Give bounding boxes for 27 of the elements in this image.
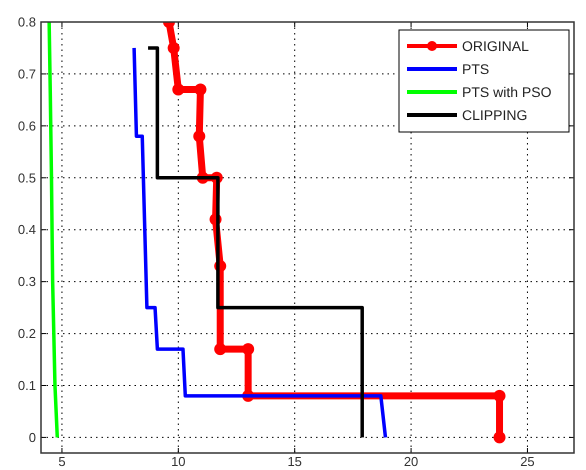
y-tick-label: 0.8 <box>18 14 36 30</box>
y-tick-label: 0.4 <box>18 222 36 238</box>
legend-label: PTS <box>462 61 490 77</box>
y-tick-label: 0.3 <box>18 274 36 290</box>
legend-label: CLIPPING <box>462 107 528 123</box>
point <box>172 84 184 96</box>
y-tick-label: 0 <box>28 430 36 445</box>
point <box>494 390 506 402</box>
point <box>242 343 254 356</box>
point <box>193 130 206 142</box>
y-tick-label: 0.1 <box>18 378 36 393</box>
y-tick-label: 0.6 <box>18 118 36 134</box>
line-series <box>47 22 60 440</box>
y-tick-label: 0.5 <box>18 170 36 186</box>
x-tick-label: 25 <box>520 454 535 469</box>
point <box>168 42 180 54</box>
x-tick-label: 15 <box>287 454 302 469</box>
legend-label: PTS with PSO <box>462 84 552 100</box>
point <box>194 84 206 96</box>
legend-label: ORIGINAL <box>462 38 530 54</box>
y-tick-label: 0.7 <box>18 66 36 82</box>
x-tick-label: 10 <box>171 454 186 469</box>
point <box>494 431 506 444</box>
x-tick-label: 5 <box>58 454 66 469</box>
x-tick-label: 20 <box>404 454 418 469</box>
y-tick-label: 0.2 <box>18 326 36 342</box>
point <box>214 343 226 356</box>
